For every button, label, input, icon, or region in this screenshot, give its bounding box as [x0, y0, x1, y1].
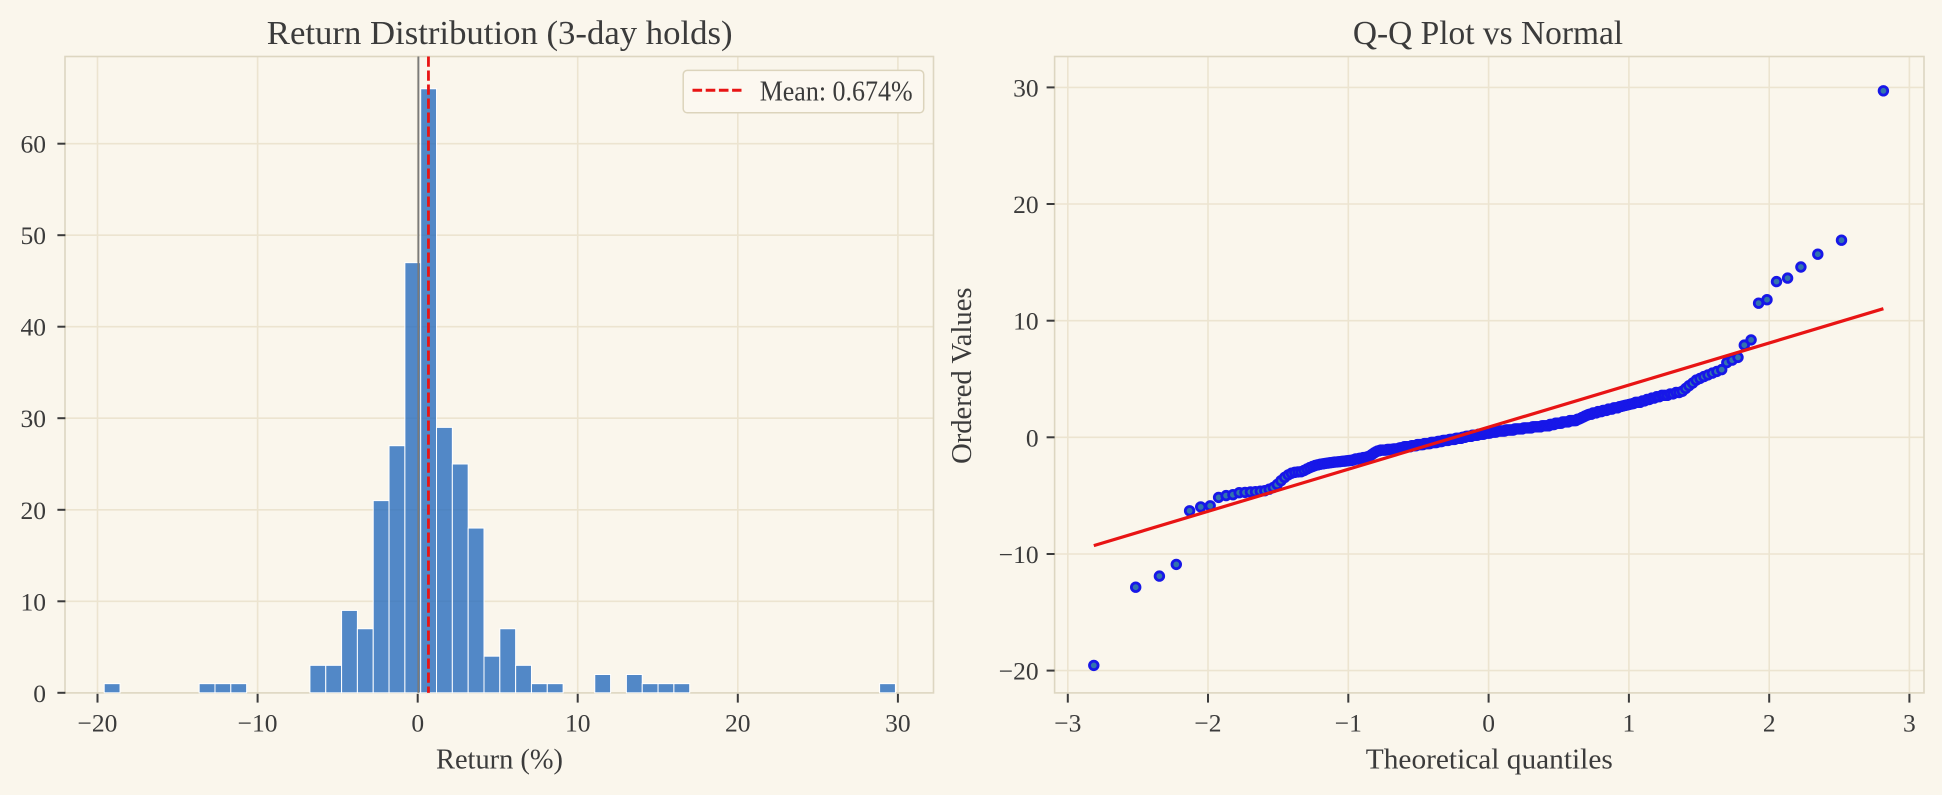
svg-text:Return (%): Return (%)	[436, 744, 563, 776]
svg-text:−10: −10	[238, 709, 278, 738]
svg-text:30: 30	[885, 709, 911, 738]
svg-text:−20: −20	[999, 657, 1039, 686]
svg-text:−3: −3	[1054, 709, 1081, 738]
svg-text:Return Distribution (3-day hol: Return Distribution (3-day holds)	[267, 15, 733, 52]
svg-text:2: 2	[1763, 709, 1776, 738]
svg-text:−2: −2	[1194, 709, 1221, 738]
svg-text:50: 50	[21, 221, 47, 250]
svg-text:−10: −10	[999, 540, 1039, 569]
svg-text:30: 30	[21, 404, 47, 433]
svg-text:−20: −20	[78, 709, 118, 738]
svg-text:20: 20	[21, 496, 47, 525]
svg-text:10: 10	[565, 709, 591, 738]
svg-text:Ordered Values: Ordered Values	[946, 287, 978, 463]
svg-text:3: 3	[1903, 709, 1916, 738]
svg-text:0: 0	[33, 679, 46, 708]
svg-text:−1: −1	[1335, 709, 1362, 738]
svg-text:60: 60	[21, 130, 47, 159]
svg-text:20: 20	[725, 709, 751, 738]
svg-text:Q-Q Plot vs Normal: Q-Q Plot vs Normal	[1353, 15, 1623, 52]
svg-text:1: 1	[1623, 709, 1636, 738]
svg-text:Theoretical quantiles: Theoretical quantiles	[1366, 744, 1613, 776]
svg-text:Mean: 0.674%: Mean: 0.674%	[760, 76, 913, 108]
svg-text:0: 0	[1482, 709, 1495, 738]
svg-text:10: 10	[21, 587, 47, 616]
svg-text:20: 20	[1013, 190, 1039, 219]
svg-text:0: 0	[411, 709, 424, 738]
svg-text:40: 40	[21, 313, 47, 342]
svg-text:10: 10	[1013, 307, 1039, 336]
svg-text:0: 0	[1026, 423, 1039, 452]
svg-text:30: 30	[1013, 73, 1039, 102]
